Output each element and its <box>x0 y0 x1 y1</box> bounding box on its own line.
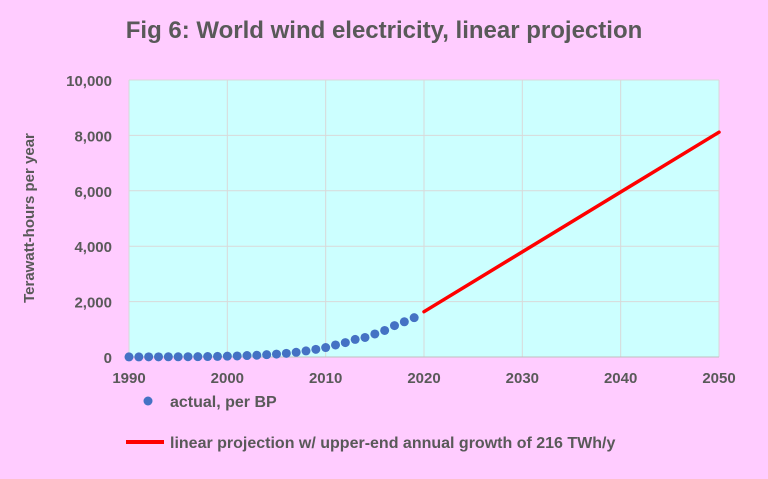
x-tick-label: 2040 <box>604 370 637 387</box>
y-tick-label: 10,000 <box>66 73 112 90</box>
actual-data-point <box>173 352 183 362</box>
actual-data-point <box>163 352 173 362</box>
y-tick-label: 2,000 <box>74 295 112 312</box>
actual-data-point <box>360 332 370 342</box>
x-tick-label: 2030 <box>506 370 539 387</box>
actual-data-point <box>213 351 222 361</box>
x-axis-ticks: 1990 2000 2010 2020 2030 2040 2050 <box>112 370 735 387</box>
actual-data-point <box>291 347 301 357</box>
actual-data-point <box>242 351 252 361</box>
legend-label-projection: linear projection w/ upper-end annual gr… <box>170 435 615 452</box>
legend: actual, per BP linear projection w/ upper… <box>126 394 615 452</box>
chart-title: Fig 6: World wind electricity, linear pr… <box>126 17 643 44</box>
actual-data-point <box>380 325 390 335</box>
actual-data-point <box>252 350 262 360</box>
actual-data-point <box>124 352 134 362</box>
actual-data-point <box>340 338 350 348</box>
y-axis-label: Terawatt-hours per year <box>21 133 38 303</box>
actual-data-point <box>134 352 144 362</box>
legend-marker-actual <box>143 396 153 406</box>
y-tick-label: 6,000 <box>74 184 112 201</box>
actual-data-point <box>301 346 311 356</box>
projection-line <box>422 130 721 314</box>
actual-data-point <box>399 317 409 327</box>
grid-lines <box>128 79 720 358</box>
actual-data-point <box>311 344 321 354</box>
actual-data-point <box>232 351 242 361</box>
actual-data-point <box>203 352 213 362</box>
actual-data-point <box>409 313 419 323</box>
actual-data-point <box>350 334 360 344</box>
legend-label-actual: actual, per BP <box>170 394 277 411</box>
x-tick-label: 2050 <box>702 370 735 387</box>
actual-data-point <box>321 343 331 353</box>
actual-data-point <box>390 321 399 331</box>
actual-data-point <box>262 350 272 360</box>
actual-data-point <box>144 352 154 362</box>
actual-data-point <box>193 352 203 362</box>
actual-data-point <box>222 351 232 361</box>
x-tick-label: 2020 <box>407 370 440 387</box>
actual-data-point <box>183 352 193 362</box>
y-tick-label: 8,000 <box>74 128 112 145</box>
actual-data-point <box>154 352 163 362</box>
y-tick-label: 0 <box>104 350 112 367</box>
x-tick-label: 1990 <box>112 370 145 387</box>
x-tick-label: 2000 <box>211 370 244 387</box>
actual-data-point <box>331 340 340 350</box>
y-tick-label: 4,000 <box>74 239 112 256</box>
actual-data-point <box>370 329 380 339</box>
series-layer <box>124 130 721 362</box>
x-tick-label: 2010 <box>309 370 342 387</box>
actual-data-point <box>272 349 281 359</box>
y-axis-ticks: 0 2,000 4,000 6,000 8,000 10,000 <box>66 73 112 367</box>
actual-data-point <box>281 348 291 358</box>
